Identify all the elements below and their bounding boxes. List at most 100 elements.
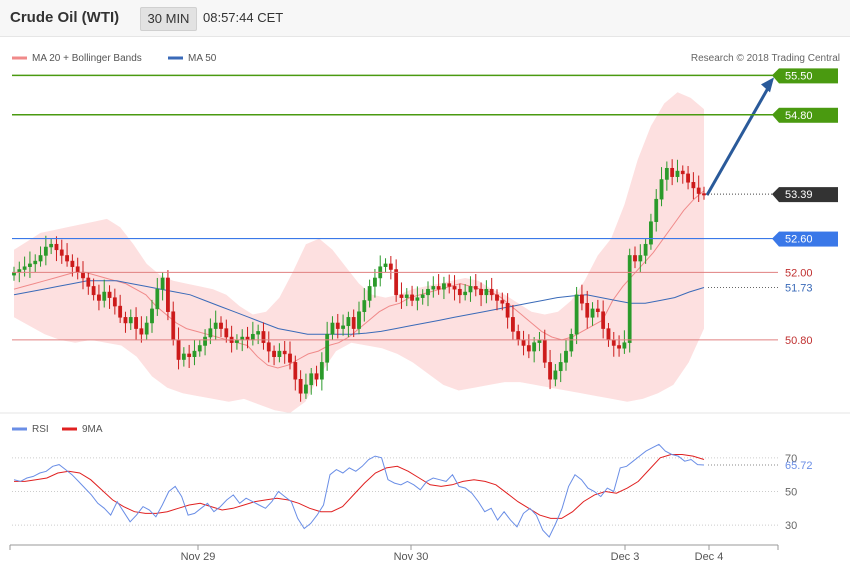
bearish-candle xyxy=(495,294,499,301)
bearish-candle xyxy=(394,269,399,296)
bearish-candle xyxy=(86,277,91,287)
bullish-candle xyxy=(319,362,324,380)
bullish-candle xyxy=(463,291,468,296)
bearish-candle xyxy=(123,317,128,324)
bearish-candle xyxy=(187,353,192,357)
rsi-tick-label: 70 xyxy=(785,453,797,465)
bullish-candle xyxy=(203,336,207,346)
bearish-candle xyxy=(580,294,584,304)
bearish-candle xyxy=(176,339,181,360)
bullish-candle xyxy=(643,243,648,256)
rsi-line xyxy=(13,443,705,538)
bearish-candle xyxy=(293,362,298,380)
bearish-candle xyxy=(473,286,478,290)
bearish-candle xyxy=(601,311,606,329)
bullish-candle xyxy=(649,221,653,245)
time-axis: Nov 29 Nov 30 Dec 3 Dec 4 xyxy=(9,544,779,563)
bearish-candle xyxy=(112,297,117,307)
bearish-candle xyxy=(298,378,303,394)
bearish-candle xyxy=(521,339,526,346)
bullish-candle xyxy=(367,286,372,301)
bearish-candle xyxy=(139,328,144,335)
resistance-tag-pointer xyxy=(772,68,779,84)
bearish-candle xyxy=(351,317,356,329)
bearish-candle xyxy=(335,322,340,329)
bullish-candle xyxy=(197,345,202,352)
bullish-candle xyxy=(415,297,420,301)
bearish-candle xyxy=(670,167,675,177)
bearish-candle xyxy=(680,170,685,175)
bullish-candle xyxy=(383,263,388,267)
bearish-candle xyxy=(702,193,706,196)
bearish-candle xyxy=(595,308,600,312)
bullish-candle xyxy=(654,198,659,222)
bullish-candle xyxy=(675,170,680,177)
bullish-candle xyxy=(558,362,563,372)
bearish-candle xyxy=(526,345,531,352)
resistance-value: 55.50 xyxy=(785,70,813,82)
bullish-candle xyxy=(325,333,330,363)
bearish-candle xyxy=(410,294,414,301)
bullish-candle xyxy=(309,373,314,386)
bearish-candle xyxy=(91,286,96,296)
bearish-candle xyxy=(70,260,75,267)
bullish-candle xyxy=(213,322,218,329)
bearish-candle xyxy=(606,328,611,341)
bullish-candle xyxy=(484,288,489,296)
timeframe-selector[interactable]: 30 MIN xyxy=(140,7,197,31)
bearish-candle xyxy=(81,272,85,279)
current-price-tag xyxy=(779,187,838,203)
bullish-candle xyxy=(362,300,367,312)
bearish-candle xyxy=(457,288,462,296)
bearish-candle xyxy=(118,305,123,318)
bearish-candle xyxy=(65,255,69,262)
price-levels: 55.50 54.80 53.39 52.60 52.00 51.73 50.80 xyxy=(12,68,838,347)
bearish-candle xyxy=(272,350,276,357)
bullish-candle xyxy=(160,277,165,290)
bearish-candle xyxy=(59,249,64,256)
bearish-candle xyxy=(166,277,170,312)
current-price-tag-pointer xyxy=(772,187,779,203)
bearish-candle xyxy=(436,286,441,290)
bearish-candle xyxy=(219,322,223,329)
bullish-candle xyxy=(357,311,361,329)
resistance-tag xyxy=(779,107,838,123)
rsi-legend-label: RSI xyxy=(32,424,49,435)
instrument-title: Crude Oil (WTI) xyxy=(10,9,120,26)
bearish-candle xyxy=(633,255,637,262)
ma50-legend-label: MA 50 xyxy=(188,53,217,64)
bearish-candle xyxy=(686,173,690,183)
bullish-candle xyxy=(181,353,186,360)
bullish-candle xyxy=(404,294,409,298)
ma50-value: 51.73 xyxy=(785,283,813,295)
bearish-candle xyxy=(691,182,696,189)
bearish-candle xyxy=(447,283,452,287)
pivot-tag xyxy=(779,231,838,247)
bearish-candle xyxy=(399,294,404,298)
time-axis-label: Nov 29 xyxy=(181,551,216,563)
bearish-candle xyxy=(288,353,292,363)
bullish-candle xyxy=(128,317,133,324)
copyright-note: Research © 2018 Trading Central xyxy=(691,53,840,64)
bearish-candle xyxy=(261,331,266,343)
bearish-candle xyxy=(75,266,80,273)
bullish-candle xyxy=(341,325,345,329)
bullish-candle xyxy=(468,286,473,293)
bearish-candle xyxy=(505,303,510,318)
support-value: 50.80 xyxy=(785,335,813,347)
rsi-value: 65.72 xyxy=(785,460,813,472)
bullish-candle xyxy=(373,277,377,287)
bearish-candle xyxy=(611,339,616,346)
bearish-candle xyxy=(585,303,590,318)
bullish-candle xyxy=(102,291,107,301)
bullish-candle xyxy=(28,263,32,267)
pivot-value: 52.60 xyxy=(785,234,813,246)
projection-arrow xyxy=(705,85,771,196)
bearish-candle xyxy=(617,345,621,349)
bullish-candle xyxy=(346,317,351,327)
bearish-candle xyxy=(500,300,505,304)
bearish-candle xyxy=(696,187,701,194)
bullish-candle xyxy=(532,342,537,352)
bearish-candle xyxy=(134,317,138,329)
